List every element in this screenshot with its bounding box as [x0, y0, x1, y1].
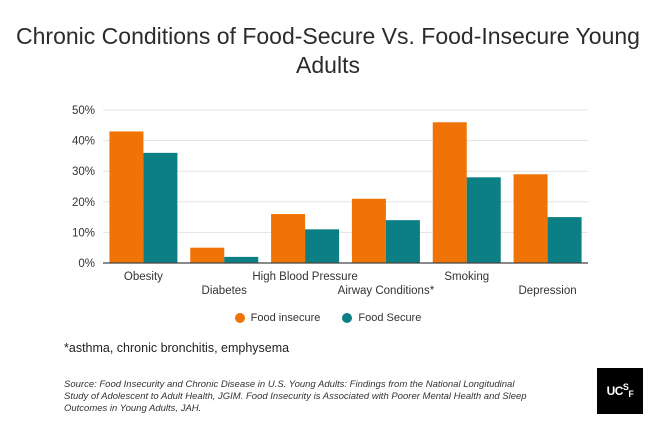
bar-food-secure	[305, 229, 340, 263]
legend-item-food-insecure: Food insecure	[234, 312, 321, 324]
source-citation: Source: Food Insecurity and Chronic Dise…	[64, 379, 527, 414]
x-category-label: Obesity	[124, 271, 163, 283]
x-category-label: High Blood Pressure	[252, 271, 357, 283]
logo-u: U	[606, 384, 616, 398]
y-tick-label: 50%	[72, 105, 95, 117]
legend-label-food-secure: Food Secure	[358, 312, 422, 324]
y-tick-label: 10%	[72, 227, 95, 239]
bar-food-insecure	[513, 174, 548, 263]
bar-food-insecure	[109, 131, 144, 263]
bar-food-secure	[143, 152, 178, 263]
x-category-label: Depression	[518, 285, 576, 297]
bar-food-secure	[466, 177, 501, 263]
x-category-label: Diabetes	[202, 285, 248, 297]
bar-food-secure	[224, 256, 259, 263]
legend-swatch-food-secure	[342, 313, 353, 323]
bar-food-insecure	[271, 214, 306, 263]
y-tick-label: 0%	[78, 258, 95, 270]
bar-food-insecure	[432, 122, 467, 264]
footnote: *asthma, chronic bronchitis, emphysema	[64, 341, 290, 355]
bar-food-insecure	[190, 247, 225, 263]
bar-chart: 0% 10% 20% 30% 40% 50% Obesity Diabetes High Blo…	[72, 105, 588, 297]
y-tick-label: 20%	[72, 197, 95, 209]
x-category-label: Airway Conditions*	[338, 285, 435, 297]
logo-s: S	[622, 382, 629, 392]
x-category-label: Smoking	[444, 271, 489, 283]
bar-food-secure	[385, 220, 420, 263]
y-tick-label: 40%	[72, 136, 95, 148]
logo-f: F	[628, 389, 634, 399]
legend-swatch-food-insecure	[234, 313, 245, 323]
logo-c: C	[614, 384, 624, 398]
bar-food-insecure	[351, 198, 386, 263]
legend-item-food-secure: Food Secure	[342, 312, 421, 324]
bar-food-secure	[547, 217, 582, 263]
chart-title: Chronic Conditions of Food-Secure Vs. Fo…	[16, 23, 640, 78]
legend: Food insecure Food Secure	[0, 312, 656, 324]
legend-label-food-insecure: Food insecure	[250, 312, 321, 324]
y-tick-label: 30%	[72, 166, 95, 178]
